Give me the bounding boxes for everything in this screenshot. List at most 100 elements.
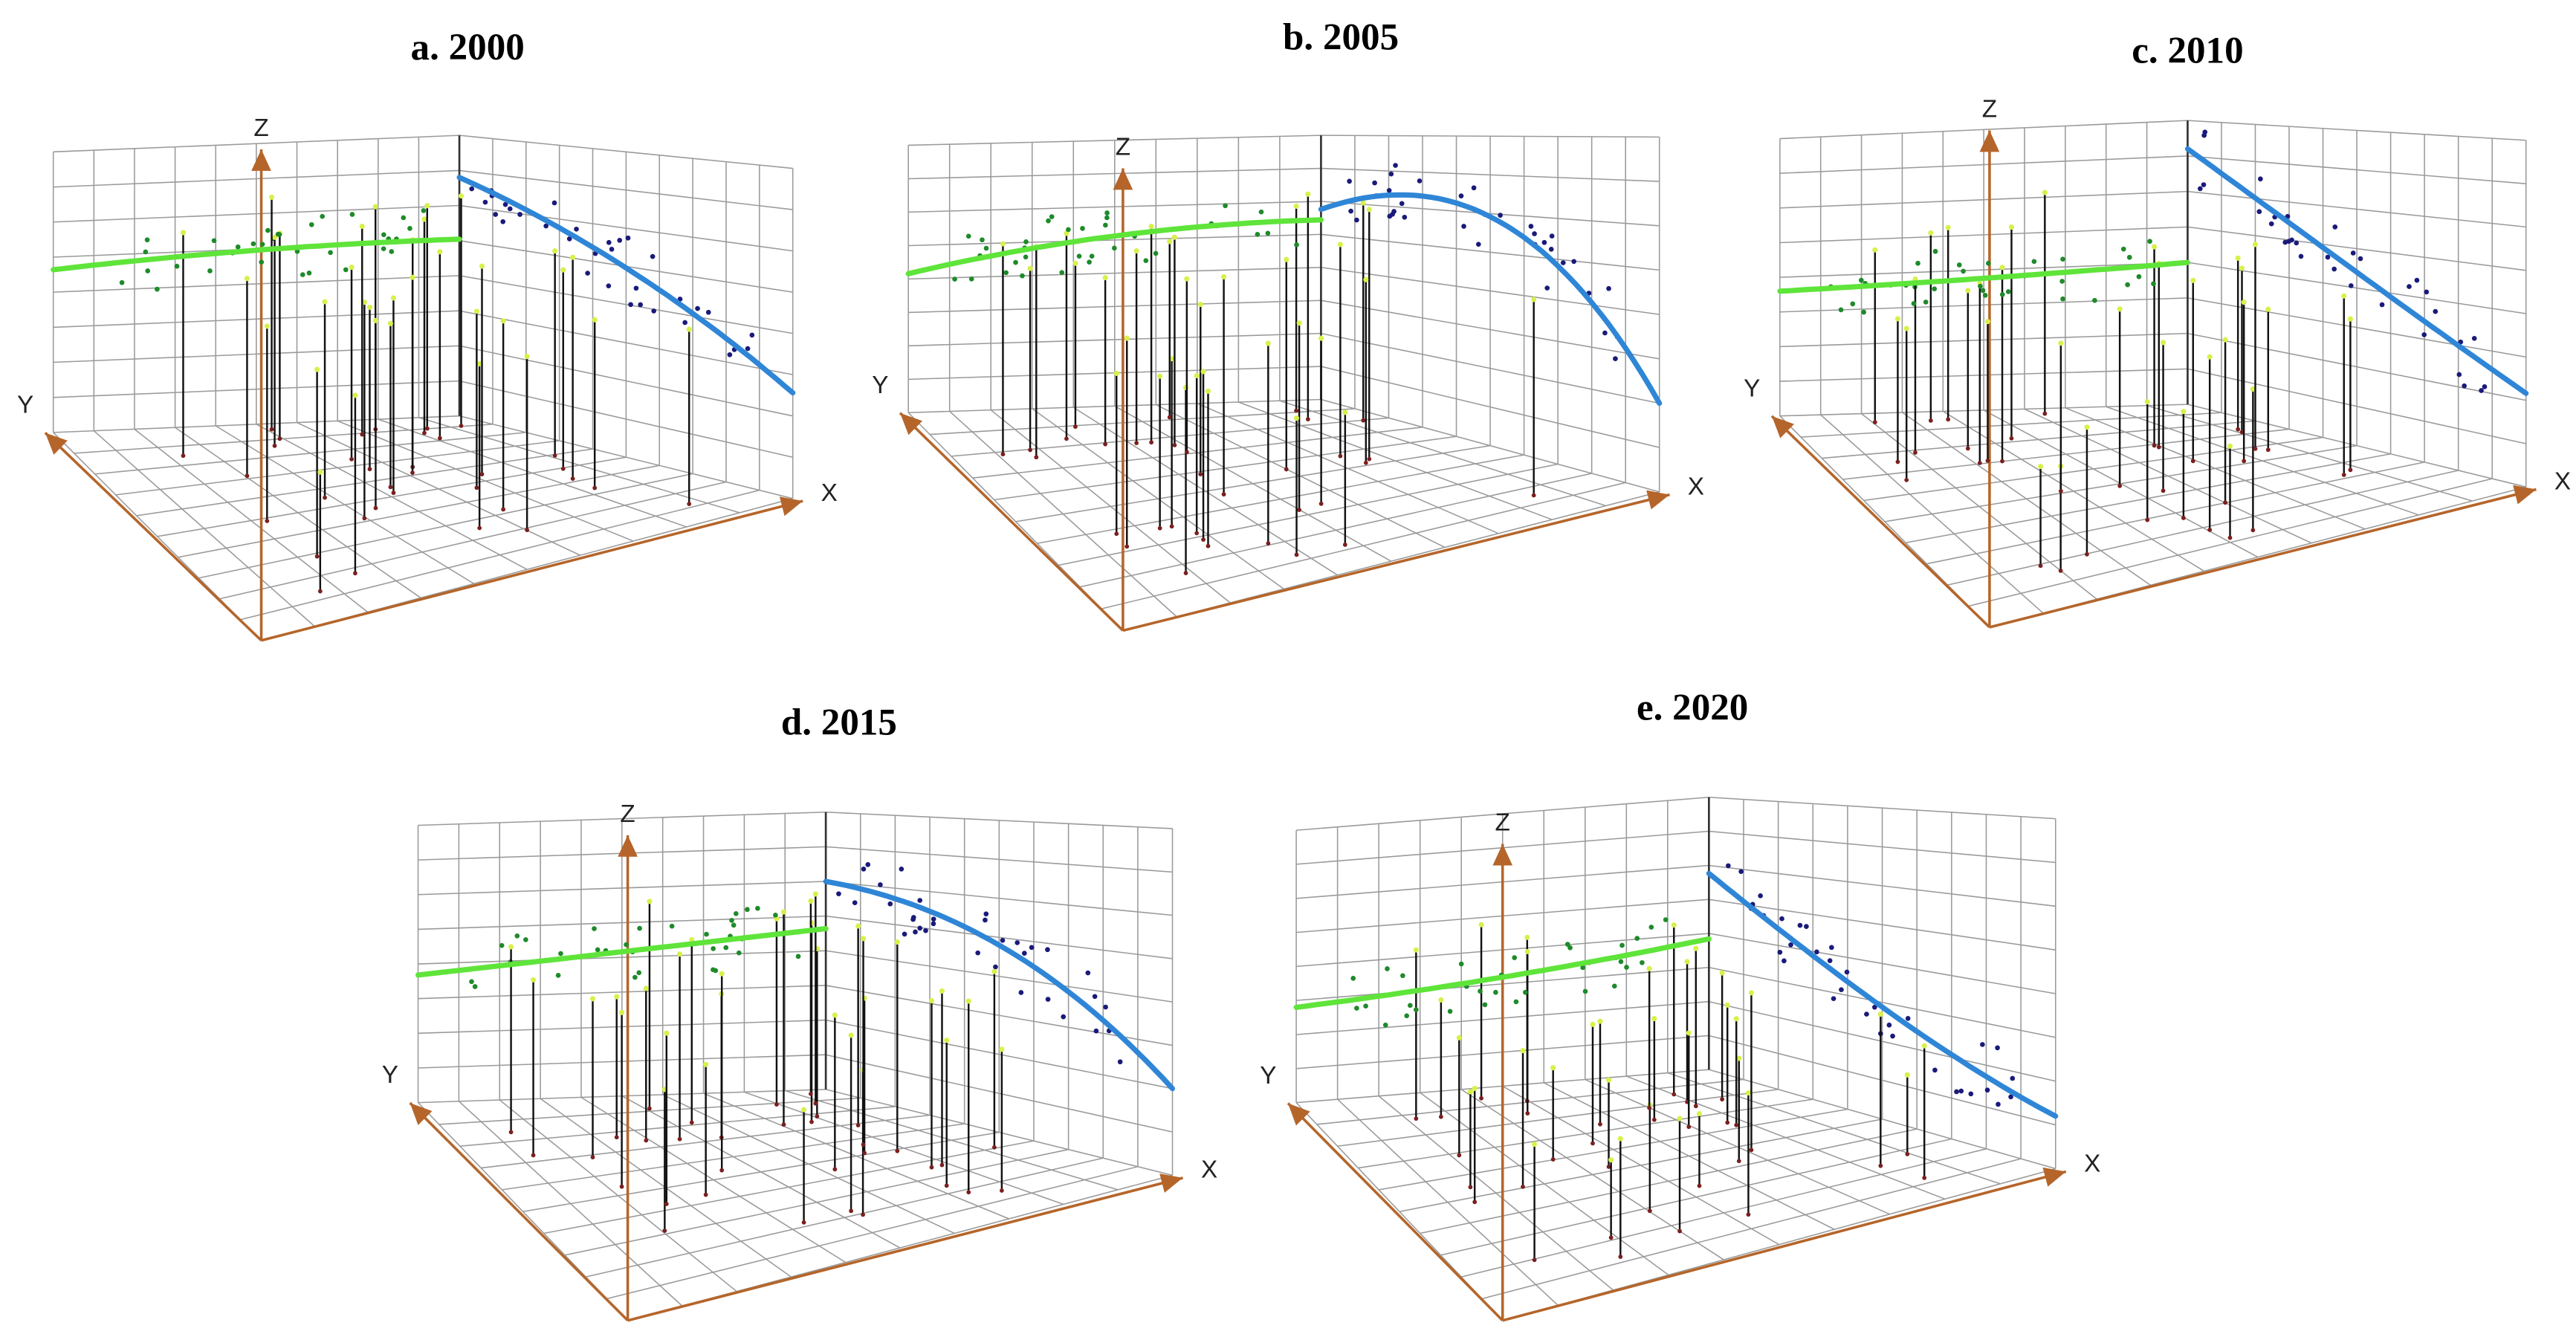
sample-base <box>1103 441 1108 447</box>
x-axis-label: X <box>2084 1150 2100 1177</box>
sample-top <box>801 1107 807 1113</box>
sample-base <box>1221 492 1226 497</box>
sample-top <box>1693 945 1699 951</box>
wall-projection-green <box>1859 277 1864 283</box>
sample-base <box>929 1165 934 1170</box>
wall-projection-green <box>624 942 629 948</box>
sample-top <box>780 909 787 915</box>
wall-projection-green <box>1223 203 1228 209</box>
sample-top <box>1520 1048 1526 1054</box>
sample-top <box>1284 256 1289 262</box>
floor-grid-line <box>134 428 369 613</box>
sample-base <box>424 426 430 431</box>
wall-projection-green <box>1408 1003 1413 1009</box>
wall-projection-green <box>952 276 957 282</box>
sample-top <box>1736 1055 1742 1061</box>
sample-top <box>1608 1157 1614 1163</box>
sample-top <box>458 193 465 199</box>
sample-base <box>1414 1116 1419 1121</box>
x-axis <box>261 499 803 642</box>
wall-projection-green <box>2092 297 2097 303</box>
floor-grid-line <box>1942 410 2205 572</box>
sample-base <box>1651 1117 1657 1122</box>
wall-projection-green <box>1404 1013 1410 1019</box>
wall-projection-green <box>308 221 314 227</box>
sample-base <box>590 1155 595 1160</box>
wall-grid-line <box>825 1054 1173 1133</box>
sample-top <box>1167 239 1173 245</box>
sample-top <box>703 1061 709 1067</box>
wall-projection-blue <box>1372 180 1377 186</box>
sample-top <box>1133 248 1139 254</box>
wall-projection-blue <box>1995 1045 2000 1051</box>
wall-projection-blue <box>1388 171 1394 177</box>
sample-base <box>1028 447 1032 453</box>
y-axis-head <box>900 412 923 436</box>
wall-projection-green <box>1611 983 1617 989</box>
sample-base <box>939 1162 945 1168</box>
wall-projection-blue <box>543 223 548 229</box>
x-axis <box>1122 493 1670 632</box>
sample-base <box>1878 1163 1883 1168</box>
wall-projection-blue <box>1387 213 1393 219</box>
wall-projection-blue <box>502 201 508 207</box>
sample-top <box>848 1032 854 1038</box>
sample-top <box>314 366 320 372</box>
wall-projection-blue <box>910 916 916 922</box>
sample-base <box>2250 528 2256 533</box>
wall-projection-blue <box>1393 163 1398 168</box>
sample-top <box>832 1012 838 1018</box>
x-axis <box>1989 488 2537 629</box>
wall-projection-blue <box>633 285 639 291</box>
sample-top <box>1999 265 2005 271</box>
sample-top <box>366 304 373 311</box>
sample-base <box>1194 531 1200 536</box>
wall-projection-green <box>407 226 412 231</box>
floor-grid-line <box>198 473 693 579</box>
wall-projection-blue <box>517 212 522 217</box>
panel-title: e. 2020 <box>1637 686 1748 728</box>
wall-projection-blue <box>2202 129 2208 135</box>
sample-top <box>939 988 945 994</box>
wall-projection-green <box>2059 279 2065 284</box>
wall-projection-blue <box>650 253 656 259</box>
wall-projection-green <box>968 276 974 282</box>
wall-projection-blue <box>695 305 700 311</box>
sample-top <box>2239 265 2245 271</box>
sample-base <box>1073 424 1078 430</box>
wall-projection-blue <box>2008 1094 2013 1100</box>
x-axis-head <box>2042 1167 2066 1187</box>
sample-base <box>647 1106 652 1111</box>
sample-base <box>2341 473 2346 477</box>
wall-grid-line <box>1709 830 2056 864</box>
sample-base <box>501 507 506 512</box>
wall-grid-line <box>53 169 460 188</box>
wall-projection-green <box>733 910 739 916</box>
wall-projection-green <box>558 951 563 956</box>
wall-projection-blue <box>2424 289 2430 295</box>
wall-projection-blue <box>606 239 612 245</box>
wall-projection-blue <box>1458 193 1464 198</box>
wall-projection-blue <box>923 928 928 933</box>
sample-base <box>861 1212 865 1217</box>
sample-top <box>2207 354 2213 360</box>
sample-top <box>268 194 275 200</box>
wall-projection-green <box>773 912 778 918</box>
sample-top <box>2250 386 2256 392</box>
z-axis-label: Z <box>1116 134 1130 161</box>
sample-base <box>1468 1185 1473 1190</box>
wall-projection-blue <box>1117 1059 1123 1065</box>
sample-top <box>2265 306 2271 312</box>
wall-projection-blue <box>500 218 506 224</box>
sample-top <box>965 998 971 1004</box>
sample-base <box>388 485 393 490</box>
sample-top <box>1928 230 1934 236</box>
sample-top <box>1965 288 1971 294</box>
wall-projection-green <box>1999 291 2005 297</box>
wall-projection-green <box>1648 925 1654 930</box>
sample-top <box>180 230 187 236</box>
z-axis-head <box>1492 844 1513 866</box>
wall-projection-green <box>1104 210 1110 216</box>
wall-projection-blue <box>1864 1011 1869 1017</box>
wall-projection-green <box>294 248 300 254</box>
